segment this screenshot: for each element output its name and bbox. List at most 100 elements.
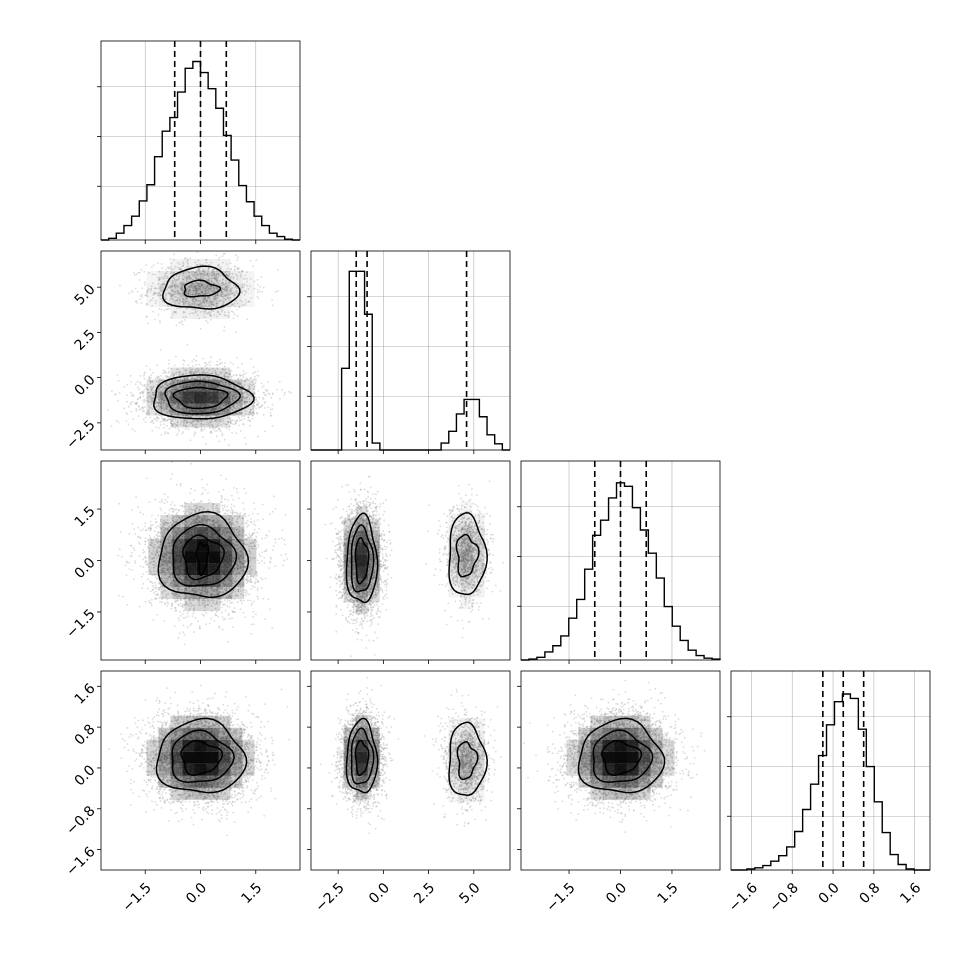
scatter-point [243,436,246,439]
scatter-point [187,292,189,295]
scatter-point [154,273,156,276]
scatter-point [214,430,216,432]
scatter-point [131,428,134,430]
scatter-point [197,267,200,270]
scatter-point [238,373,241,376]
scatter-point [206,273,209,276]
scatter-point [156,287,159,290]
scatter-point [181,281,184,284]
scatter-point [212,297,215,299]
scatter-point [160,375,163,377]
density-cell [242,270,255,283]
scatter-point [208,285,211,288]
scatter-point [213,288,216,290]
scatter-point [207,269,210,272]
scatter-point [237,268,240,271]
scatter-point [220,266,223,269]
scatter-point [240,430,242,432]
scatter-point [187,292,190,295]
scatter-point [166,275,169,278]
scatter-point [202,300,205,302]
scatter-point [149,368,151,371]
scatter-point [188,290,191,292]
scatter-point [151,305,154,307]
scatter-point [195,288,198,290]
density-cell [146,282,159,295]
scatter-point [212,290,214,293]
scatter-point [221,504,224,507]
scatter-point [192,312,195,315]
scatter-point [189,285,191,288]
scatter-point [137,386,140,389]
scatter-point [186,300,189,303]
scatter-point [200,428,203,430]
scatter-point [203,312,206,315]
scatter-point [202,357,204,360]
scatter-point [125,420,128,422]
scatter-point [200,430,203,432]
scatter-point [171,295,174,297]
scatter-point [188,304,190,307]
scatter-point [191,285,194,287]
scatter-point [216,292,219,295]
scatter-point [115,419,118,422]
scatter-point [239,375,242,377]
scatter-point [201,284,204,286]
scatter-point [212,295,215,297]
scatter-point [187,293,190,296]
scatter-point [148,271,150,274]
scatter-point [179,268,182,271]
scatter-point [251,417,254,420]
scatter-point [244,298,247,301]
scatter-point [211,274,213,277]
scatter-point [225,287,228,290]
scatter-point [185,291,187,294]
hist-panel-0 [97,41,300,241]
scatter-point [200,273,203,275]
scatter-point [222,283,225,286]
scatter-point [132,393,135,396]
scatter-point [269,412,272,414]
scatter-point [182,261,184,264]
scatter-point [220,474,222,477]
scatter-point [182,609,185,612]
scatter-point [171,294,174,297]
scatter-point [175,274,178,277]
scatter-point [164,298,167,300]
scatter-point [262,391,265,394]
scatter-point [192,308,194,310]
scatter-point [183,311,186,314]
scatter-point [188,276,191,278]
scatter-point [140,383,142,385]
scatter-point [206,284,209,287]
scatter-point [207,279,210,282]
scatter-point [223,288,226,290]
scatter-point [189,257,192,260]
scatter-point [196,281,199,283]
scatter-point [209,299,212,302]
scatter-point [191,360,194,363]
scatter-point [219,313,222,315]
scatter-point [136,380,139,383]
scatter-point [205,292,207,295]
scatter-point [213,304,215,306]
scatter-point [236,278,239,280]
scatter-point [249,377,252,380]
scatter-point [191,294,194,296]
scatter-point [260,382,263,384]
scatter-point [208,311,211,314]
scatter-point [194,308,197,311]
scatter-point [216,287,219,289]
scatter-point [213,314,216,316]
scatter-point [229,262,232,264]
scatter-point [202,306,205,308]
scatter-point [214,427,217,430]
density-cell [146,294,159,307]
scatter-point [215,279,218,282]
scatter-point [160,434,163,436]
scatter-point [181,300,184,303]
scatter-point [245,291,247,294]
scatter-point [178,275,181,278]
scatter-point [176,279,178,281]
scatter-point [194,281,197,284]
